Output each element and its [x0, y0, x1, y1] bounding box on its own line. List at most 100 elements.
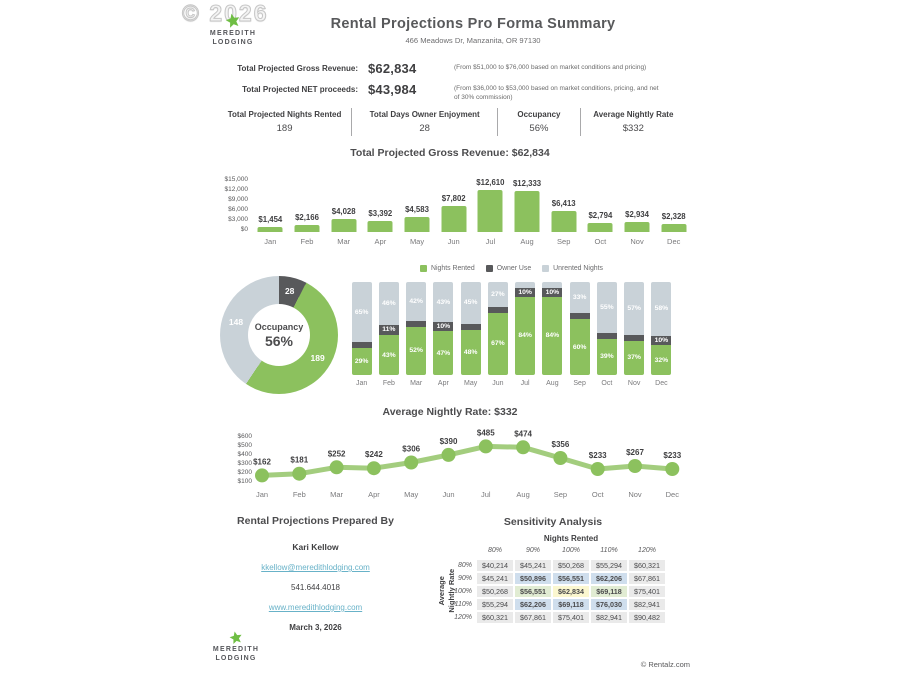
sensitivity-cell: $60,321	[476, 611, 514, 624]
segment-nights-rented: 37%	[624, 340, 645, 375]
x-tick-label: Jul	[485, 237, 496, 246]
sensitivity-col-group: Nights Rented	[543, 534, 599, 543]
x-tick-label: Jan	[256, 490, 268, 499]
meredith-lodging-logo: MEREDITH LODGING	[205, 12, 261, 48]
sensitivity-cell: $50,268	[476, 585, 514, 598]
rate-line	[259, 443, 675, 478]
revenue-bar	[367, 220, 393, 232]
stacked-bar-cell: 57% 37%	[621, 282, 648, 375]
sensitivity-cell: $56,551	[552, 572, 590, 585]
segment-owner-use: 10%	[542, 287, 563, 297]
stacked-bar-cell: 45% 48%	[457, 282, 484, 375]
legend-swatch-dark	[485, 265, 493, 272]
company-website-link[interactable]: www.meredithlodging.com	[268, 603, 363, 612]
sensitivity-row-header: 80%	[457, 562, 472, 569]
x-tick-label: Jan	[264, 237, 277, 246]
rate-chart-title: Average Nightly Rate: $332	[382, 406, 518, 418]
rate-point-value: $233	[663, 451, 681, 460]
revenue-bar	[514, 190, 540, 232]
prepared-by-heading: Rental Projections Prepared By	[237, 515, 394, 527]
revenue-bar-cell: $4,028	[325, 170, 362, 232]
preparer-email-link[interactable]: kkellow@meredithlodging.com	[261, 563, 370, 572]
copyright-watermark: © 2026	[182, 0, 269, 27]
sensitivity-col-headers: 80% 90% 100% 110% 120%	[476, 547, 666, 554]
sensitivity-row-header: 110%	[454, 601, 472, 608]
x-tick-label: Dec	[667, 237, 681, 246]
x-tick-label: Jun	[447, 237, 460, 246]
revenue-bar	[404, 216, 430, 232]
revenue-bar-value: $12,610	[476, 178, 505, 187]
gross-revenue-value: $62,834	[368, 61, 417, 76]
legend-label: Unrented Nights	[553, 265, 603, 272]
y-tick-label: $300	[238, 460, 253, 467]
sensitivity-cell: $69,118	[590, 585, 628, 598]
sensitivity-row-header: 100%	[454, 588, 472, 595]
sensitivity-cell: $82,941	[628, 598, 666, 611]
sensitivity-row-headers: 80% 90% 100% 110% 120%	[444, 559, 472, 624]
x-tick-label: Mar	[330, 490, 343, 499]
segment-owner-use	[351, 342, 372, 348]
rate-point	[366, 461, 381, 476]
stacked-bar: 58% 10% 32%	[651, 282, 672, 375]
segment-unrented-nights: 27%	[487, 282, 508, 308]
sensitivity-cell: $75,401	[628, 585, 666, 598]
x-tick-label: Nov	[627, 380, 641, 387]
segment-nights-rented: 29%	[351, 348, 372, 375]
revenue-bar-cell: $3,392	[362, 170, 399, 232]
rate-point	[516, 440, 531, 455]
rate-point-value: $162	[253, 457, 271, 466]
x-tick-label: Feb	[293, 490, 306, 499]
segment-owner-use	[596, 333, 617, 339]
revenue-bar-value: $2,794	[588, 210, 613, 220]
sensitivity-col-header: 120%	[638, 547, 656, 554]
x-tick-label: Jun	[492, 380, 504, 387]
segment-nights-rented: 84%	[542, 296, 563, 375]
x-tick-label: Oct	[592, 490, 605, 499]
x-tick-label: Sep	[554, 490, 567, 499]
sensitivity-col-header: 100%	[562, 547, 580, 554]
x-tick-label: Mar	[410, 380, 423, 387]
x-tick-label: Nov	[628, 490, 642, 499]
rate-point	[255, 468, 269, 483]
sensitivity-col-header: 90%	[525, 547, 540, 554]
legend-swatch-green	[420, 265, 428, 272]
sensitivity-cell: $45,241	[476, 572, 514, 585]
occupancy-stacked-chart: 65% 29% 46% 11% 43% 42% 52% 43% 10% 47% 45% 48% 27% 6…	[348, 281, 675, 387]
revenue-bar-cell: $6,413	[545, 170, 582, 232]
rate-point-value: $252	[328, 449, 346, 458]
y-tick-label: $9,000	[228, 196, 248, 203]
stat-label: Total Projected Nights Rented	[227, 110, 342, 119]
summary-section: Total Projected Gross Revenue: $62,834 (…	[216, 61, 664, 109]
sensitivity-cell: $45,241	[514, 559, 552, 572]
stacked-bar-cell: 46% 11% 43%	[375, 282, 402, 375]
sensitivity-title: Sensitivity Analysis	[503, 516, 603, 528]
x-tick-label: Apr	[368, 490, 380, 499]
segment-nights-rented: 60%	[569, 319, 590, 375]
stacked-bars: 65% 29% 46% 11% 43% 42% 52% 43% 10% 47% 45% 48% 27% 6…	[348, 281, 675, 375]
revenue-bar-value: $7,802	[441, 194, 466, 203]
y-tick-label: $15,000	[224, 176, 249, 183]
preparer-name: Kari Kellow	[292, 542, 339, 552]
revenue-bar-cell: $4,583	[399, 170, 436, 232]
sensitivity-col-header: 110%	[600, 547, 618, 554]
x-tick-label: Jan	[355, 380, 368, 387]
y-tick-label: $100	[238, 478, 253, 485]
segment-nights-rented: 43%	[378, 335, 399, 375]
y-tick-label: $6,000	[228, 206, 248, 213]
revenue-bar-value: $1,454	[258, 215, 283, 225]
rate-point-value: $356	[552, 440, 570, 449]
sensitivity-cell: $75,401	[552, 611, 590, 624]
sensitivity-col-header: 80%	[487, 547, 502, 554]
legend-unrented-nights: Unrented Nights	[542, 265, 603, 272]
legend-label: Nights Rented	[431, 265, 475, 272]
stacked-bar: 33% 60%	[569, 282, 590, 375]
segment-nights-rented: 32%	[651, 345, 672, 375]
x-tick-label: May	[404, 490, 418, 499]
occupancy-chart-legend: Nights Rented Owner Use Unrented Nights	[348, 265, 675, 272]
stat-value: $332	[622, 123, 644, 134]
donut-center-label: Occupancy	[254, 321, 304, 332]
stacked-bar-cell: 10% 84%	[512, 282, 539, 375]
segment-unrented-nights: 57%	[624, 282, 645, 336]
net-proceeds-label: Total Projected NET proceeds:	[242, 85, 358, 94]
stacked-bar-cell: 42% 52%	[403, 281, 430, 375]
